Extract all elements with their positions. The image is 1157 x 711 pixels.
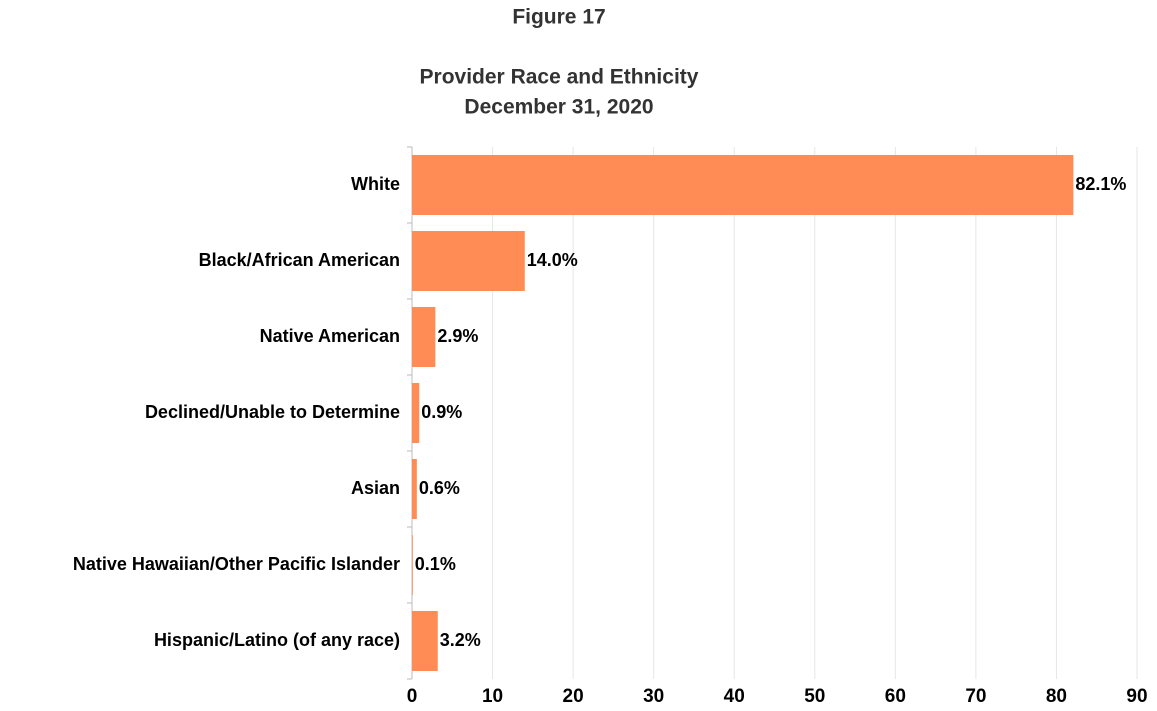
y-tick-label: Native American	[260, 326, 400, 346]
data-label: 0.6%	[419, 478, 460, 498]
data-label: 0.9%	[421, 402, 462, 422]
y-tick-label: Native Hawaiian/Other Pacific Islander	[73, 554, 400, 574]
x-tick-label: 60	[885, 686, 906, 707]
x-tick-label: 50	[804, 686, 825, 707]
x-tick-label: 80	[1046, 686, 1067, 707]
y-tick-label: Hispanic/Latino (of any race)	[154, 630, 400, 650]
y-tick-label: Asian	[351, 478, 400, 498]
bar	[412, 155, 1074, 215]
data-label: 14.0%	[527, 250, 578, 270]
bar	[412, 459, 417, 519]
data-label: 82.1%	[1075, 174, 1126, 194]
x-tick-label: 20	[563, 686, 584, 707]
data-label: 0.1%	[415, 554, 456, 574]
chart-subtitle: December 31, 2020	[464, 96, 653, 119]
bar	[412, 307, 436, 367]
x-tick-label: 0	[407, 686, 418, 707]
x-tick-label: 10	[482, 686, 503, 707]
data-label: 3.2%	[440, 630, 481, 650]
bar	[412, 611, 438, 671]
x-tick-label: 90	[1126, 686, 1147, 707]
x-tick-label: 30	[643, 686, 664, 707]
data-label: 2.9%	[437, 326, 478, 346]
bar	[412, 231, 525, 291]
x-tick-label: 40	[724, 686, 745, 707]
y-tick-label: Declined/Unable to Determine	[145, 402, 400, 422]
y-tick-label: White	[351, 174, 400, 194]
y-tick-label: Black/African American	[199, 250, 400, 270]
chart-subtitle: Provider Race and Ethnicity	[420, 66, 699, 89]
bar	[412, 383, 420, 443]
x-tick-label: 70	[965, 686, 986, 707]
bar	[412, 535, 413, 595]
chart-title: Figure 17	[512, 6, 605, 29]
